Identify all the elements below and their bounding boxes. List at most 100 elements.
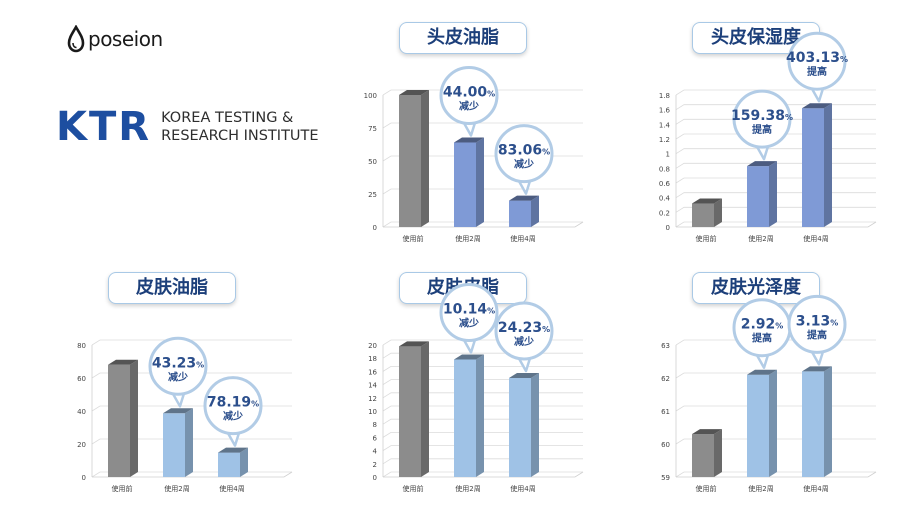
- y-tick-label: 62: [661, 375, 670, 383]
- bar: [747, 374, 769, 477]
- bar-side: [130, 359, 138, 477]
- callout-bubble: 78.19%减少: [203, 376, 263, 447]
- floor-line: [92, 471, 293, 478]
- poseion-wordmark: poseion: [88, 27, 163, 51]
- ktr-logo: KTR KOREA TESTING & RESEARCH INSTITUTE: [56, 104, 319, 150]
- callout-circle: [787, 294, 847, 354]
- x-tick-label: 使用前: [403, 484, 424, 493]
- poseion-logo: poseion: [66, 25, 163, 53]
- ktr-name-line2: RESEARCH INSTITUTE: [161, 128, 319, 144]
- floor-line: [676, 471, 877, 478]
- chart-title: 皮肤油脂: [108, 272, 236, 304]
- bar: [163, 413, 185, 477]
- y-tick-label: 0: [666, 224, 670, 232]
- y-tick-label: 1.2: [659, 136, 670, 144]
- y-tick-label: 8: [373, 421, 377, 429]
- callout-unit: %: [542, 148, 550, 157]
- bar-side: [824, 366, 832, 477]
- callout-circle: [732, 89, 792, 149]
- callout-circle: [439, 283, 499, 343]
- callout-note: 减少: [459, 317, 479, 330]
- x-tick-label: 使用4周: [219, 484, 244, 493]
- y-tick-label: 61: [661, 408, 670, 416]
- callout-bubble: 2.92%提高: [732, 298, 792, 369]
- bar-side: [476, 137, 484, 227]
- chart-title: 皮肤光泽度: [692, 272, 820, 304]
- gridline: [91, 372, 292, 379]
- y-tick-label: 18: [368, 355, 377, 363]
- bar-top: [747, 369, 777, 375]
- y-tick-label: 16: [368, 368, 377, 376]
- bar-top: [454, 354, 484, 360]
- y-tick-label: 0.8: [659, 165, 670, 173]
- bar-side: [185, 408, 193, 477]
- gridline: [382, 188, 583, 195]
- bar-top: [692, 429, 722, 435]
- y-tick-label: 1.6: [659, 107, 671, 115]
- callout-note: 提高: [752, 123, 772, 136]
- chart-skin-gloss: 皮肤光泽度 59 60 61 62 63 使用前 使用2周 使用4周 2.92% 提高 3.13% 提…: [606, 250, 906, 507]
- bar: [399, 95, 421, 227]
- y-tick-label: 63: [661, 342, 670, 350]
- bar: [218, 452, 240, 477]
- bar: [747, 166, 769, 227]
- gridline: [382, 122, 583, 129]
- bar: [509, 378, 531, 477]
- x-tick-label: 使用前: [696, 234, 717, 243]
- callout-value: 10.14%: [443, 302, 495, 318]
- bar-top: [692, 198, 722, 204]
- bar-side: [531, 195, 539, 227]
- x-tick-label: 使用4周: [510, 234, 535, 243]
- callout-bubble: 24.23%减少: [494, 301, 554, 373]
- callout-bubble: 43.23%减少: [148, 336, 208, 408]
- ktr-institute-name: KOREA TESTING & RESEARCH INSTITUTE: [161, 109, 318, 145]
- floor-line: [383, 471, 584, 478]
- bar-top: [454, 137, 484, 143]
- gridline: [382, 366, 583, 372]
- callout-note: 减少: [514, 158, 534, 171]
- gridline: [675, 148, 876, 155]
- y-tick-label: 0: [82, 474, 86, 482]
- floor-line: [383, 221, 584, 228]
- bar: [454, 359, 476, 477]
- callout-unit: %: [840, 55, 848, 64]
- callout-unit: %: [830, 318, 838, 327]
- callout-value: 403.13%: [786, 50, 848, 66]
- bar-side: [421, 90, 429, 227]
- bar-side: [421, 341, 429, 477]
- y-tick-label: 40: [77, 408, 86, 416]
- callout-unit: %: [251, 400, 259, 409]
- callout-value: 43.23%: [152, 355, 204, 371]
- callout-unit: %: [775, 322, 783, 331]
- bar-side: [240, 447, 248, 477]
- x-tick-label: 使用前: [403, 234, 424, 243]
- y-tick-label: 2: [373, 461, 377, 469]
- y-tick-label: 0: [373, 474, 377, 482]
- callout-unit: %: [196, 360, 204, 369]
- x-tick-label: 使用2周: [455, 234, 480, 243]
- bar-top: [163, 408, 193, 414]
- callout-value: 24.23%: [498, 320, 550, 336]
- bar-side: [824, 103, 832, 227]
- chart-title: 头皮油脂: [399, 22, 527, 54]
- bar-side: [769, 369, 777, 477]
- bar: [509, 200, 531, 227]
- callout-note: 提高: [807, 328, 827, 341]
- callout-note: 减少: [514, 335, 534, 348]
- gridline: [382, 89, 583, 96]
- callout-circle: [494, 124, 554, 184]
- y-tick-label: 1.8: [659, 92, 670, 100]
- chart-scalp-oil: 头皮油脂 0 25 50 75 100 使用前 使用2周 使用4周 44.00% 减少 83.06%…: [313, 0, 613, 257]
- callout-circle: [203, 376, 263, 436]
- bar-top: [399, 341, 429, 347]
- callout-value: 78.19%: [207, 395, 259, 411]
- chart-skin-oil: 皮肤油脂 0 20 40 60 80 使用前 使用2周 使用4周 43.23% 减少 78.19% 减…: [22, 250, 322, 507]
- gridline: [91, 438, 292, 445]
- x-tick-label: 使用4周: [803, 234, 828, 243]
- y-tick-label: 14: [368, 382, 377, 390]
- x-tick-label: 使用前: [112, 484, 133, 493]
